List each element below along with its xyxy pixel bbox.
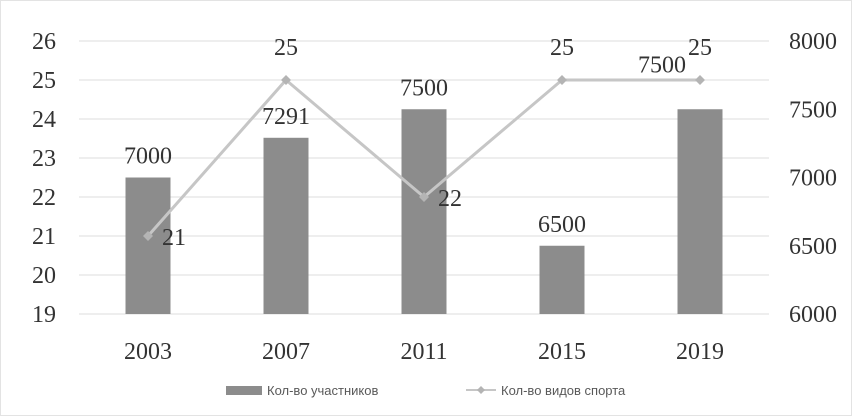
y-right-tick-label: 8000 [789, 29, 837, 55]
bar [677, 109, 723, 314]
x-tick-label: 2003 [124, 339, 172, 365]
y-right-tick-label: 6500 [789, 234, 837, 260]
axes: 19 20 21 22 23 24 25 26 6000 6500 7000 7500 8000 2003… [32, 29, 837, 365]
line-data-label: 25 [550, 35, 574, 61]
y-left-tick-label: 25 [32, 68, 56, 94]
y-left-tick-label: 20 [32, 263, 56, 289]
line-point [281, 75, 291, 85]
line-data-label: 21 [162, 225, 186, 251]
x-tick-label: 2007 [262, 339, 310, 365]
line-point [143, 231, 153, 241]
bar-data-label: 6500 [538, 212, 586, 238]
legend-bar-swatch [226, 386, 262, 395]
line-data-label: 22 [438, 186, 462, 212]
line-data-label: 25 [274, 35, 298, 61]
bar [401, 109, 447, 314]
legend-bar-label: Кол-во участников [267, 383, 378, 398]
y-left-tick-label: 23 [32, 146, 56, 172]
y-right-tick-label: 6000 [789, 302, 837, 328]
bar-data-label: 7500 [638, 52, 686, 78]
y-left-tick-label: 24 [32, 107, 56, 133]
y-left-tick-label: 21 [32, 224, 56, 250]
y-right-tick-label: 7000 [789, 166, 837, 192]
line-data-label: 25 [688, 35, 712, 61]
y-right-tick-label: 7500 [789, 97, 837, 123]
legend-line-label: Кол-во видов спорта [501, 383, 626, 398]
bar [539, 245, 585, 314]
y-left-tick-label: 22 [32, 185, 56, 211]
data-labels: 7000 7291 7500 6500 7500 21 25 22 25 25 [124, 35, 712, 251]
legend: Кол-во участников Кол-во видов спорта [226, 383, 626, 398]
y-left-tick-label: 26 [32, 29, 56, 55]
line-series [143, 75, 705, 241]
x-tick-label: 2015 [538, 339, 586, 365]
x-tick-label: 2019 [676, 339, 724, 365]
bar-series [125, 109, 723, 314]
bar [125, 177, 171, 314]
line-point [557, 75, 567, 85]
legend-line-marker [477, 386, 485, 394]
bar-data-label: 7500 [400, 75, 448, 101]
line-point [419, 192, 429, 202]
line-point [695, 75, 705, 85]
bar-data-label: 7291 [262, 104, 310, 130]
bar [263, 137, 309, 314]
bar-data-label: 7000 [124, 144, 172, 170]
y-left-tick-label: 19 [32, 302, 56, 328]
x-tick-label: 2011 [400, 339, 447, 365]
